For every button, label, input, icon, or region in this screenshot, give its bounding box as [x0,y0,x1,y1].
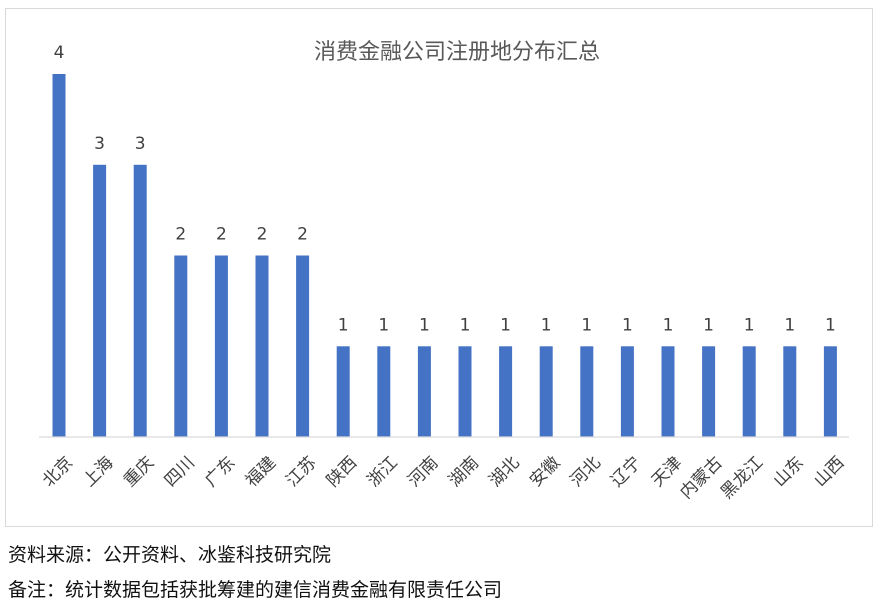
value-label-0: 4 [54,43,65,63]
value-label-3: 2 [175,225,186,245]
category-label-17: 黑龙江 [717,453,767,503]
value-label-6: 2 [297,225,308,245]
value-label-15: 1 [663,315,674,335]
value-label-4: 2 [216,225,227,245]
bar-7 [336,346,350,438]
value-label-12: 1 [541,315,552,335]
bar-8 [377,346,391,438]
category-label-18: 山东 [770,453,808,491]
category-label-4: 广东 [201,453,239,491]
bar-5 [255,255,269,437]
value-labels-group: 4 3 3 2 2 2 2 1 1 1 1 1 1 1 1 1 1 1 1 1 [54,43,836,335]
bar-14 [620,346,634,438]
value-label-11: 1 [500,315,511,335]
bar-18 [783,346,797,438]
chart-frame: 消费金融公司注册地分布汇总 4 3 3 2 2 2 2 1 1 1 1 1 1 1 1 1 1 1 1 1 北京 上海重… [5,8,873,527]
category-label-19: 山西 [810,453,848,491]
bar-16 [702,346,716,438]
category-label-13: 河北 [567,453,605,491]
value-label-5: 2 [257,225,268,245]
value-label-14: 1 [622,315,633,335]
category-label-2: 重庆 [120,453,158,491]
category-label-14: 辽宁 [607,453,645,491]
bar-2 [133,164,147,438]
bar-0 [52,74,66,437]
category-label-10: 湖南 [445,453,483,491]
bar-chart: 消费金融公司注册地分布汇总 4 3 3 2 2 2 2 1 1 1 1 1 1 1 1 1 1 1 1 1 北京 上海重… [39,40,849,503]
bar-17 [742,346,756,438]
category-label-3: 四川 [161,453,199,491]
value-label-1: 3 [94,134,105,154]
bar-1 [93,164,107,438]
category-label-0: 北京 [39,453,77,491]
category-label-5: 福建 [242,453,280,491]
category-label-12: 安徽 [526,453,564,491]
value-label-13: 1 [581,315,592,335]
value-label-10: 1 [460,315,471,335]
chart-title: 消费金融公司注册地分布汇总 [314,40,600,65]
value-label-16: 1 [703,315,714,335]
bar-12 [539,346,553,438]
category-label-16: 内蒙古 [676,453,726,503]
bar-19 [823,346,837,438]
value-label-8: 1 [378,315,389,335]
value-label-2: 3 [135,134,146,154]
bar-13 [580,346,594,438]
bar-6 [296,255,310,437]
bar-3 [174,255,188,437]
value-label-19: 1 [825,315,836,335]
category-label-8: 浙江 [364,453,402,491]
category-label-6: 江苏 [282,453,320,491]
bars-group [52,74,837,438]
bar-15 [661,346,675,438]
category-label-7: 陕西 [323,453,361,491]
category-label-1: 上海 [79,453,117,491]
value-label-17: 1 [744,315,755,335]
bar-10 [458,346,472,438]
category-label-11: 湖北 [485,453,523,491]
value-label-18: 1 [784,315,795,335]
bar-11 [499,346,513,438]
remark-note: 备注：统计数据包括获批筹建的建信消费金融有限责任公司 [8,579,503,601]
value-label-9: 1 [419,315,430,335]
bar-9 [417,346,431,438]
source-note: 资料来源：公开资料、冰鉴科技研究院 [8,544,332,566]
category-label-9: 河南 [404,453,442,491]
value-label-7: 1 [338,315,349,335]
bar-4 [214,255,228,437]
